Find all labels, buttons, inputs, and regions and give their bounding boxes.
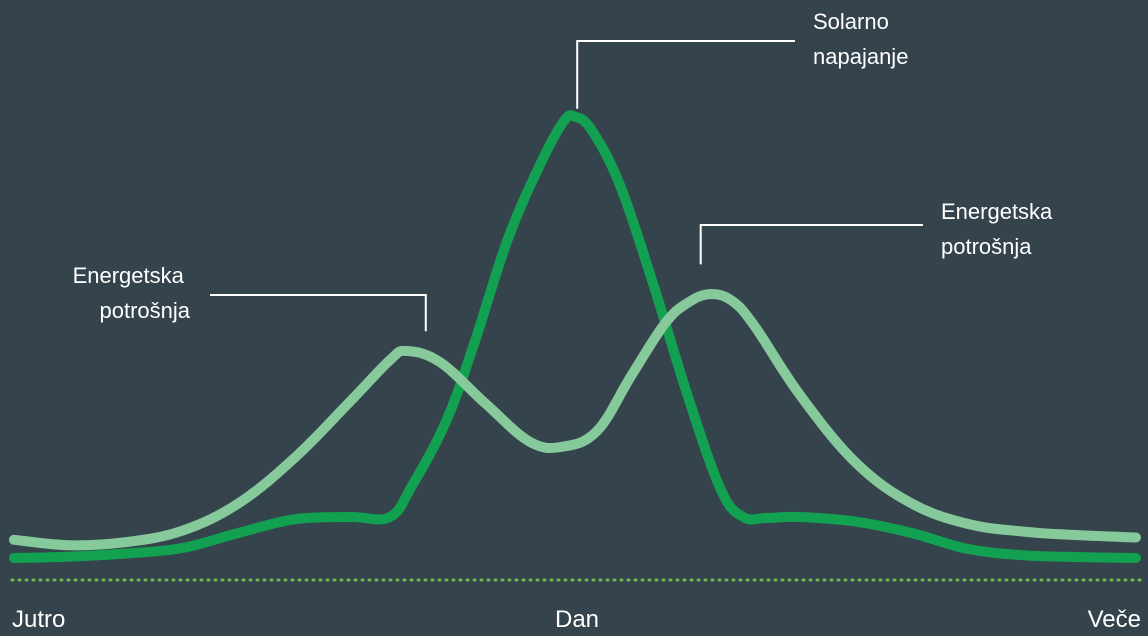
annotation-leader-right [699, 224, 923, 265]
x-axis-ticks: Jutro Dan Veče [12, 606, 1141, 633]
annotation-solar: Solarno napajanje [576, 9, 908, 109]
annotation-leader-left [210, 294, 427, 332]
x-tick-vece: Veče [1088, 606, 1141, 633]
annotation-solar-line-1: Solarno [813, 9, 889, 34]
x-tick-dan: Dan [555, 606, 599, 633]
annotation-left-line-2: potrošnja [99, 298, 190, 323]
annotation-leader-solar [576, 40, 795, 109]
annotation-right-line-1: Energetska [941, 199, 1053, 224]
series-line-energetska-potrosnja [9, 289, 1141, 551]
annotation-consumption-left: Energetska potrošnja [73, 263, 427, 332]
series-line-solarno-napajanje [9, 110, 1141, 563]
annotation-right-line-2: potrošnja [941, 234, 1032, 259]
annotation-label-right: Energetska potrošnja [941, 199, 1058, 259]
annotation-layer: Energetska potrošnja Solarno napajanje E… [73, 9, 1058, 332]
annotation-consumption-right: Energetska potrošnja [699, 199, 1058, 265]
annotation-label-left: Energetska potrošnja [73, 263, 191, 323]
x-tick-jutro: Jutro [12, 606, 65, 633]
annotation-label-solar: Solarno napajanje [813, 9, 908, 69]
annotation-left-line-1: Energetska [73, 263, 185, 288]
annotation-solar-line-2: napajanje [813, 44, 908, 69]
series-layer [9, 110, 1141, 563]
